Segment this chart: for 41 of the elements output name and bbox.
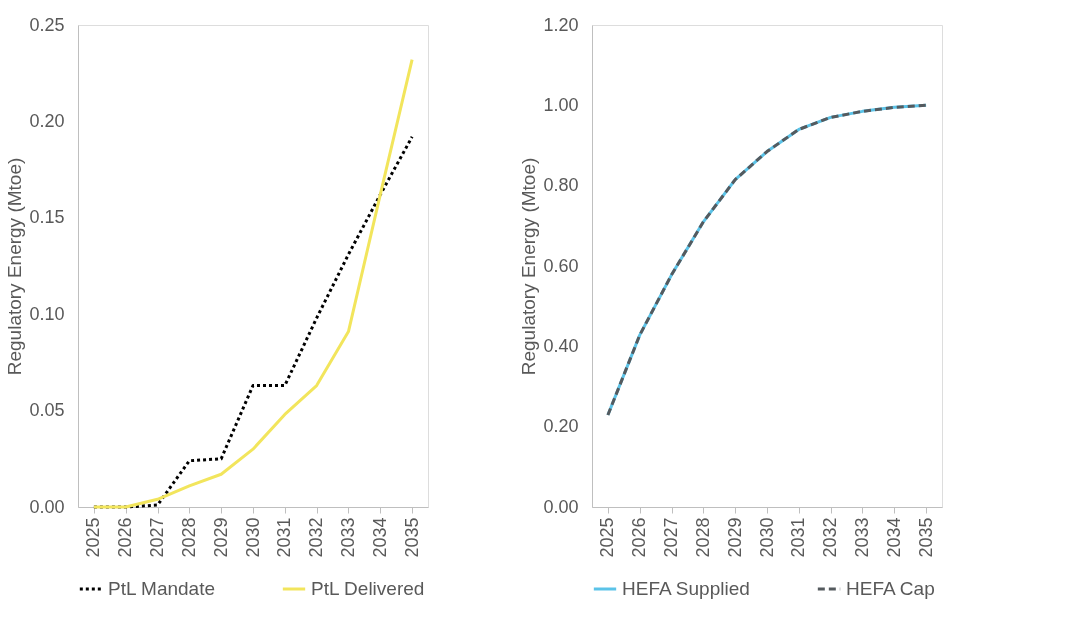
x-tick-label: 2027 [147,517,168,558]
x-tick-label: 2025 [597,517,618,558]
legend-label: PtL Delivered [311,578,425,599]
y-tick-label: 0.15 [29,207,65,228]
x-tick-label: 2028 [692,517,713,558]
y-tick-label: 0.20 [543,416,579,437]
x-tick-label: 2030 [242,517,263,558]
y-tick-label: 0.20 [29,110,65,131]
x-tick-label: 2029 [210,517,231,558]
x-tick-label: 2033 [851,517,872,558]
x-tick-label: 2035 [915,517,936,558]
y-axis-title: Regulatory Energy (Mtoe) [4,157,26,376]
y-tick-label: 1.00 [543,94,579,115]
y-tick-label: 0.60 [543,255,579,276]
x-tick-label: 2031 [274,517,295,558]
y-tick-label: 0.80 [543,175,579,196]
x-tick-label: 2026 [115,517,136,558]
y-tick-label: 1.20 [543,14,579,35]
x-tick-label: 2030 [756,517,777,558]
x-tick-label: 2029 [724,517,745,558]
y-tick-label: 0.00 [543,496,579,517]
x-tick-label: 2027 [661,517,682,558]
x-tick-label: 2026 [629,517,650,558]
x-tick-label: 2032 [820,517,841,558]
x-tick-label: 2028 [178,517,199,558]
x-tick-label: 2033 [337,517,358,558]
y-tick-label: 0.25 [29,14,65,35]
legend-label: PtL Mandate [108,578,216,599]
y-tick-label: 0.10 [29,303,65,324]
x-tick-label: 2025 [83,517,104,558]
x-tick-label: 2034 [883,517,904,558]
y-tick-label: 0.05 [29,400,65,421]
x-tick-label: 2032 [306,517,327,558]
x-tick-label: 2031 [788,517,809,558]
x-tick-label: 2034 [369,517,390,558]
y-tick-label: 0.40 [543,335,579,356]
y-tick-label: 0.00 [29,496,65,517]
legend-label: HEFA Supplied [622,578,750,599]
x-tick-label: 2035 [401,517,422,558]
y-axis-title: Regulatory Energy (Mtoe) [518,157,540,376]
legend-label: HEFA Cap [846,578,935,599]
